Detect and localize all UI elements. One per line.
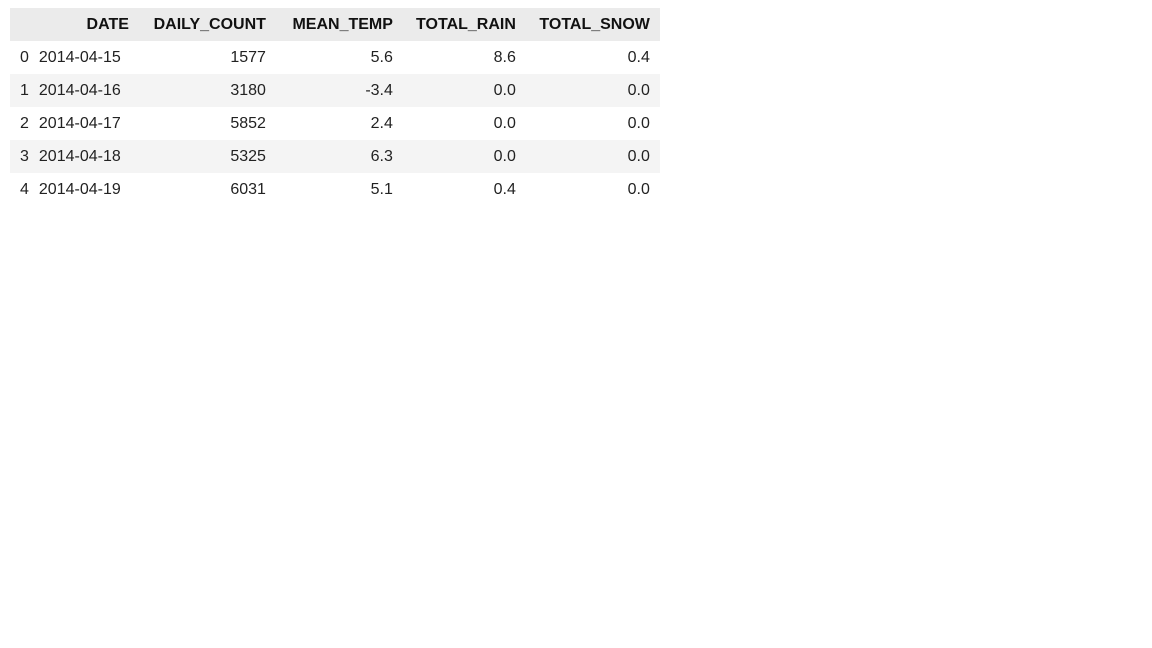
cell-daily-count: 5325 <box>230 147 266 165</box>
cell-total-rain: 0.4 <box>493 180 516 198</box>
column-header-daily-count: DAILY_COUNT <box>153 15 266 33</box>
table-row: 1 2014-04-16 3180 -3.4 0.0 0.0 <box>10 74 660 107</box>
cell-total-snow: 0.0 <box>627 81 650 99</box>
cell-total-snow: 0.0 <box>627 147 650 165</box>
column-header-mean-temp: MEAN_TEMP <box>292 15 393 33</box>
header-row: DATE DAILY_COUNT MEAN_TEMP TOTAL_RAIN TO… <box>10 8 660 41</box>
table-row: 4 2014-04-19 6031 5.1 0.4 0.0 <box>10 173 660 206</box>
cell-total-rain: 8.6 <box>493 48 516 66</box>
row-index: 4 <box>20 180 29 198</box>
row-index: 2 <box>20 114 29 132</box>
cell-daily-count: 1577 <box>230 48 266 66</box>
cell-mean-temp: 5.1 <box>370 180 393 198</box>
cell-total-snow: 0.0 <box>627 114 650 132</box>
cell-daily-count: 5852 <box>230 114 266 132</box>
cell-total-rain: 0.0 <box>493 147 516 165</box>
cell-mean-temp: -3.4 <box>365 81 393 99</box>
row-index: 0 <box>20 48 29 66</box>
index-header <box>10 8 29 41</box>
cell-daily-count: 6031 <box>230 180 266 198</box>
column-header-total-rain: TOTAL_RAIN <box>416 15 516 33</box>
cell-mean-temp: 2.4 <box>370 114 393 132</box>
cell-date: 2014-04-19 <box>38 180 121 198</box>
cell-total-rain: 0.0 <box>493 81 516 99</box>
cell-mean-temp: 5.6 <box>370 48 393 66</box>
cell-date: 2014-04-16 <box>38 81 121 99</box>
table-row: 3 2014-04-18 5325 6.3 0.0 0.0 <box>10 140 660 173</box>
dataframe-output: DATE DAILY_COUNT MEAN_TEMP TOTAL_RAIN TO… <box>10 8 660 206</box>
cell-total-rain: 0.0 <box>493 114 516 132</box>
column-header-total-snow: TOTAL_SNOW <box>539 15 650 33</box>
row-index: 3 <box>20 147 29 165</box>
dataframe-table: DATE DAILY_COUNT MEAN_TEMP TOTAL_RAIN TO… <box>10 8 660 206</box>
table-row: 2 2014-04-17 5852 2.4 0.0 0.0 <box>10 107 660 140</box>
table-row: 0 2014-04-15 1577 5.6 8.6 0.4 <box>10 41 660 74</box>
cell-date: 2014-04-17 <box>38 114 121 132</box>
cell-date: 2014-04-18 <box>38 147 121 165</box>
cell-daily-count: 3180 <box>230 81 266 99</box>
cell-date: 2014-04-15 <box>38 48 121 66</box>
column-header-date: DATE <box>86 15 129 33</box>
cell-total-snow: 0.0 <box>627 180 650 198</box>
row-index: 1 <box>20 81 29 99</box>
cell-total-snow: 0.4 <box>627 48 650 66</box>
cell-mean-temp: 6.3 <box>370 147 393 165</box>
